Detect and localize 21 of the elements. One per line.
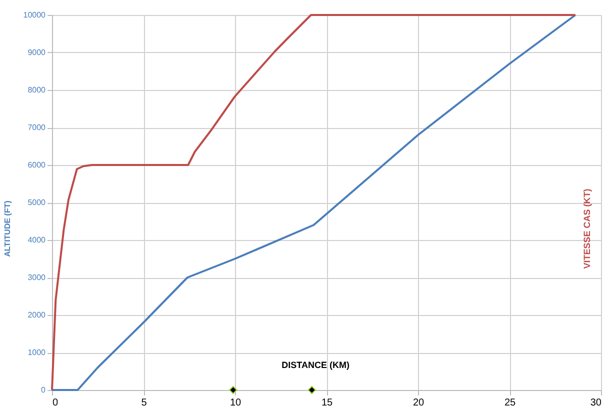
x-axis-title: DISTANCE (KM): [282, 360, 350, 370]
y2-axis-title: VITESSE CAS (KT): [582, 188, 592, 269]
x-tick-label: 5: [141, 398, 148, 408]
x-tick-label: 15: [321, 398, 333, 408]
x-tick-label: 20: [412, 398, 424, 408]
y-tick-label: 7000: [28, 123, 46, 132]
y-tick-label: 10000: [23, 10, 46, 20]
y-axis-title: ALTITUDE (FT): [3, 200, 12, 257]
x-tick-label: 25: [504, 398, 516, 408]
y-tick-label: 5000: [28, 198, 46, 207]
y-tick-label: 8000: [28, 86, 46, 94]
y-tick-label: 4000: [28, 236, 46, 244]
y-tick-label: 6000: [28, 160, 46, 170]
y-tick-label: 0: [41, 386, 46, 394]
y-tick-label: 1000: [28, 348, 46, 357]
y-tick-label: 2000: [28, 310, 46, 320]
y-tick-label: 9000: [28, 48, 46, 57]
x-tick-label: 0: [52, 398, 58, 408]
x-tick-label: 30: [590, 398, 602, 408]
x-tick-label: 10: [230, 398, 242, 408]
y-tick-label: 3000: [28, 273, 46, 282]
